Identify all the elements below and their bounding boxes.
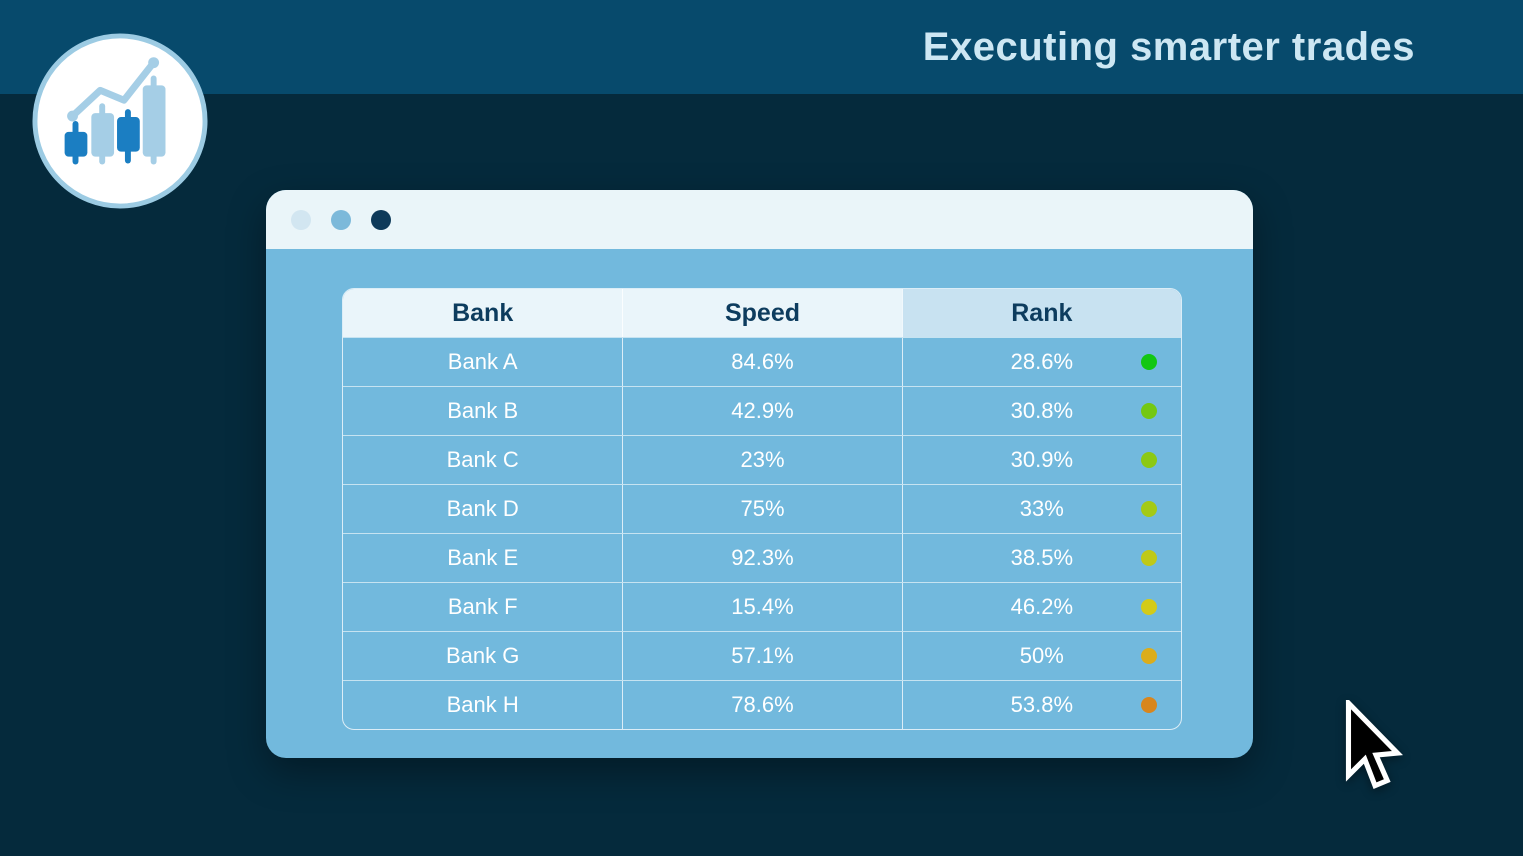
bank-name-cell: Bank A: [447, 349, 518, 374]
status-dot-icon: [1140, 648, 1157, 664]
top-banner: Executing smarter trades: [0, 0, 1523, 94]
speed-cell: 92.3%: [622, 534, 901, 582]
slide-title: Executing smarter trades: [922, 24, 1415, 69]
table-row: Bank C 23% 30.9%: [343, 435, 1181, 484]
rank-cell: 30.9%: [901, 436, 1181, 484]
status-dot-icon: [1140, 550, 1157, 566]
speed-cell: 78.6%: [622, 681, 901, 729]
window-button-close[interactable]: [291, 209, 311, 230]
rank-cell: 46.2%: [901, 583, 1181, 631]
speed-cell: 75%: [622, 485, 901, 533]
speed-cell: 15.4%: [622, 583, 901, 631]
rank-cell: 33%: [901, 485, 1181, 533]
bank-name-cell: Bank F: [447, 594, 518, 619]
table-row: Bank A 84.6% 28.6%: [343, 337, 1181, 386]
table-row: Bank E 92.3% 38.5%: [343, 533, 1181, 582]
rank-value: 38.5%: [1010, 545, 1074, 570]
status-dot-icon: [1140, 354, 1157, 370]
status-dot-icon: [1140, 697, 1157, 713]
table-row: Bank G 57.1% 50%: [343, 631, 1181, 680]
status-dot-icon: [1140, 599, 1157, 615]
bank-name-cell: Bank G: [445, 643, 520, 668]
column-header-rank: Rank: [901, 289, 1181, 337]
window-button-minimize[interactable]: [331, 209, 351, 230]
speed-cell: 23%: [622, 436, 901, 484]
rank-value: 30.8%: [1010, 398, 1074, 423]
speed-cell: 42.9%: [622, 387, 901, 435]
table-row: Bank F 15.4% 46.2%: [343, 582, 1181, 631]
window-titlebar: [266, 190, 1253, 249]
rank-cell: 50%: [901, 632, 1181, 680]
table-row: Bank B 42.9% 30.8%: [343, 386, 1181, 435]
rank-cell: 38.5%: [901, 534, 1181, 582]
bank-name-cell: Bank E: [447, 545, 519, 570]
rank-cell: 28.6%: [901, 338, 1181, 386]
bank-name-cell: Bank B: [447, 398, 519, 423]
candlestick-chart-icon: [32, 33, 208, 209]
rank-value: 53.8%: [1010, 692, 1074, 717]
table-row: Bank D 75% 33%: [343, 484, 1181, 533]
bank-rank-table: Bank Speed Rank Bank A 84.6% 28.6% Bank …: [342, 288, 1182, 730]
browser-window: Bank Speed Rank Bank A 84.6% 28.6% Bank …: [266, 190, 1253, 758]
bank-name-cell: Bank D: [446, 496, 519, 521]
status-dot-icon: [1140, 452, 1157, 468]
table-header-row: Bank Speed Rank: [343, 289, 1181, 337]
rank-cell: 30.8%: [901, 387, 1181, 435]
column-header-bank: Bank: [343, 289, 623, 337]
status-dot-icon: [1140, 403, 1157, 419]
table-row: Bank H 78.6% 53.8%: [343, 680, 1181, 729]
rank-value: 50%: [1019, 643, 1064, 668]
bank-name-cell: Bank C: [446, 447, 519, 472]
rank-value: 33%: [1019, 496, 1064, 521]
rank-value: 28.6%: [1010, 349, 1074, 374]
rank-cell: 53.8%: [901, 681, 1181, 729]
rank-value: 30.9%: [1010, 447, 1074, 472]
mouse-cursor-icon: [1345, 700, 1404, 790]
status-dot-icon: [1140, 501, 1157, 517]
rank-value: 46.2%: [1010, 594, 1074, 619]
bank-name-cell: Bank H: [446, 692, 519, 717]
logo-badge: [31, 32, 209, 210]
window-button-maximize[interactable]: [371, 209, 391, 230]
speed-cell: 57.1%: [622, 632, 901, 680]
column-header-speed: Speed: [622, 289, 902, 337]
speed-cell: 84.6%: [622, 338, 901, 386]
